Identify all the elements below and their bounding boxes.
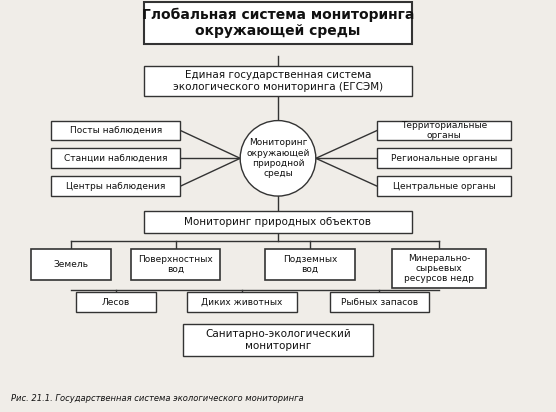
FancyBboxPatch shape [51,176,181,196]
Text: Рис. 21.1. Государственная система экологического мониторинга: Рис. 21.1. Государственная система эколо… [11,393,304,403]
FancyBboxPatch shape [392,249,486,288]
FancyBboxPatch shape [265,249,355,281]
Text: Минерально-
сырьевых
ресурсов недр: Минерально- сырьевых ресурсов недр [404,254,474,283]
FancyBboxPatch shape [377,121,512,140]
FancyBboxPatch shape [143,66,413,96]
Text: Центры наблюдения: Центры наблюдения [66,182,166,191]
Text: Санитарно-экологический
мониторинг: Санитарно-экологический мониторинг [205,329,351,351]
FancyBboxPatch shape [377,176,512,196]
FancyBboxPatch shape [330,293,429,312]
FancyBboxPatch shape [76,293,156,312]
Text: Рыбных запасов: Рыбных запасов [341,298,418,307]
Text: Диких животных: Диких животных [201,298,283,307]
Text: Станции наблюдения: Станции наблюдения [64,154,167,163]
Text: Земель: Земель [53,260,88,269]
FancyBboxPatch shape [377,148,512,168]
FancyBboxPatch shape [51,121,181,140]
Text: Лесов: Лесов [102,298,130,307]
Circle shape [240,121,316,196]
FancyBboxPatch shape [131,249,220,281]
Text: Единая государственная система
экологического мониторинга (ЕГСЭМ): Единая государственная система экологиче… [173,70,383,91]
FancyBboxPatch shape [31,249,111,281]
FancyBboxPatch shape [143,211,413,233]
Text: Поверхностных
вод: Поверхностных вод [138,255,213,274]
FancyBboxPatch shape [51,148,181,168]
FancyBboxPatch shape [143,2,413,44]
Text: Центральные органы: Центральные органы [393,182,495,191]
FancyBboxPatch shape [187,293,297,312]
Text: Территориальные
органы: Территориальные органы [401,121,487,140]
FancyBboxPatch shape [183,324,373,356]
Text: Глобальная система мониторинга
окружающей среды: Глобальная система мониторинга окружающе… [142,8,414,38]
Text: Мониторинг природных объектов: Мониторинг природных объектов [185,217,371,227]
Text: Посты наблюдения: Посты наблюдения [70,126,162,135]
Text: Мониторинг
окружающей
природной
среды: Мониторинг окружающей природной среды [246,138,310,178]
Text: Подземных
вод: Подземных вод [282,255,337,274]
Text: Региональные органы: Региональные органы [391,154,497,163]
